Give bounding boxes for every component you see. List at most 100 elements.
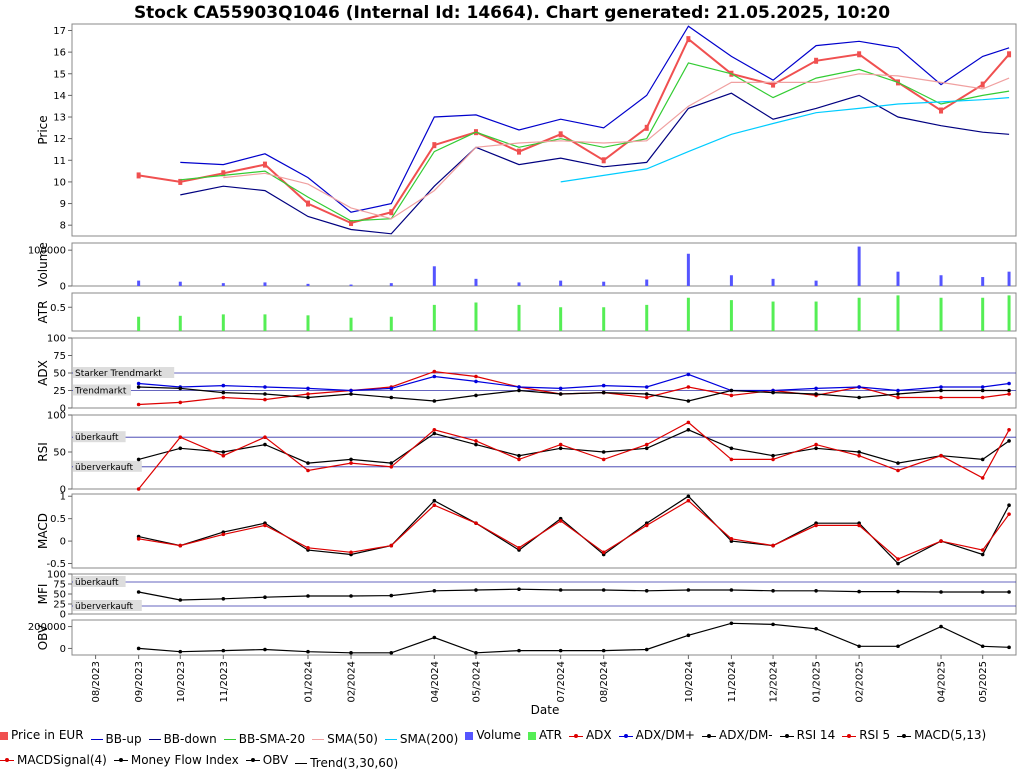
- macd-data-point: [980, 552, 985, 557]
- adx-data-point: [136, 385, 141, 389]
- mfi-data-point: [349, 594, 353, 598]
- atr-bar: [221, 314, 225, 331]
- rsi-tick-label: 0: [60, 485, 66, 496]
- rsi-data-point: [980, 476, 985, 480]
- macd-data-point: [729, 537, 734, 541]
- adx-data-point: [136, 402, 141, 407]
- price-series-line: [180, 92, 1010, 235]
- date-tick-label: 04/2024: [430, 661, 441, 703]
- volume-bar: [981, 277, 985, 286]
- date-tick-label: 07/2024: [556, 661, 567, 703]
- adx-data-point: [896, 395, 900, 400]
- price-tick-label: 12: [53, 134, 66, 145]
- date-tick-label: 01/2024: [304, 661, 315, 703]
- legend-swatch: [312, 738, 325, 740]
- rsi-data-point: [432, 428, 437, 432]
- legend-item: RSI 5: [842, 725, 890, 746]
- legend-swatch: [779, 732, 794, 740]
- obv-series-line: [138, 622, 1010, 654]
- macd-tick-label: 1: [60, 492, 66, 503]
- legend-swatch: [897, 732, 912, 740]
- rsi-series-line: [138, 421, 1010, 490]
- adx-data-point: [814, 386, 818, 391]
- rsi-tick-label: 100: [47, 411, 66, 422]
- legend-swatch: [384, 738, 397, 740]
- adx-tick-label: 100: [47, 334, 66, 345]
- legend-item: ADX: [568, 725, 612, 746]
- rsi-data-point: [136, 457, 141, 462]
- obv-data-point: [221, 648, 226, 653]
- adx-data-point: [306, 386, 310, 391]
- macd-data-point: [1007, 512, 1011, 516]
- mfi-data-point: [644, 589, 649, 593]
- legend-label: BB-up: [105, 731, 142, 746]
- rsi-data-point: [857, 453, 861, 458]
- macd-data-point: [178, 543, 183, 548]
- mfi-data-point: [432, 589, 437, 593]
- rsi-annotation-bg: [73, 431, 126, 443]
- rsi-data-point: [263, 442, 267, 447]
- price-series-line: [223, 73, 1010, 220]
- adx-data-point: [306, 392, 310, 396]
- adx-annotation-bg: [73, 384, 131, 396]
- legend-swatch: [568, 732, 583, 740]
- rsi-data-point: [814, 446, 818, 451]
- price-candle: [857, 51, 862, 58]
- mfi-tick-label: 100: [47, 570, 66, 581]
- adx-data-point: [221, 390, 226, 395]
- atr-bar: [474, 302, 478, 331]
- atr-y-axis-label: ATR: [36, 301, 50, 324]
- mfi-data-point: [517, 587, 521, 591]
- macd-data-point: [389, 543, 394, 548]
- mfi-data-point: [474, 588, 478, 592]
- obv-data-point: [517, 648, 521, 653]
- date-tick-label: 09/2023: [134, 661, 145, 703]
- date-tick-label: 12/2024: [769, 661, 780, 703]
- macd-data-point: [771, 543, 775, 548]
- atr-bar: [432, 304, 436, 331]
- volume-bar: [137, 280, 141, 286]
- obv-data-point: [980, 644, 985, 649]
- date-tick-label: 02/2024: [347, 661, 358, 703]
- legend-item: BB-SMA-20: [223, 729, 305, 750]
- macd-data-point: [857, 523, 861, 528]
- rsi-data-point: [474, 439, 478, 443]
- obv-data-point: [558, 648, 563, 653]
- price-candle: [221, 170, 226, 177]
- rsi-data-point: [686, 428, 691, 432]
- price-candle: [517, 148, 522, 155]
- mfi-tick-label: 25: [53, 600, 66, 611]
- legend-item: BB-up: [90, 729, 142, 750]
- legend-swatch: [113, 756, 128, 764]
- price-series-line: [560, 97, 1010, 183]
- obv-data-point: [896, 644, 900, 649]
- legend-item: ATR: [527, 725, 562, 746]
- date-tick-label: 02/2025: [855, 661, 866, 703]
- rsi-data-point: [389, 465, 394, 469]
- price-candle: [686, 36, 691, 43]
- atr-bar: [178, 315, 182, 331]
- adx-data-point: [558, 386, 563, 391]
- volume-bar: [645, 279, 649, 286]
- mfi-data-point: [771, 589, 775, 593]
- adx-data-point: [857, 385, 861, 389]
- adx-data-point: [1007, 388, 1011, 393]
- volume-bar: [729, 275, 733, 286]
- adx-data-point: [474, 393, 478, 398]
- atr-bar: [263, 314, 267, 331]
- adx-data-point: [644, 395, 649, 400]
- rsi-data-point: [306, 461, 310, 465]
- legend-item: SMA(200): [384, 729, 458, 750]
- date-tick-label: 10/2024: [684, 661, 695, 703]
- stock-chart: Stock CA55903Q1046 (Internal Id: 14664).…: [28, 3, 1017, 717]
- mfi-data-point: [306, 594, 310, 598]
- macd-series-line: [138, 499, 1010, 560]
- series-bb-sma-20: [180, 62, 1010, 222]
- adx-data-point: [432, 369, 437, 374]
- volume-bar: [517, 282, 521, 286]
- macd-tick-label: 0: [60, 537, 66, 548]
- legend-label: OBV: [262, 752, 289, 767]
- mfi-y-axis-label: MFI: [36, 584, 50, 605]
- adx-data-point: [221, 395, 226, 400]
- macd-panel: -0.5 0 0.5 1 MACD: [36, 492, 1017, 570]
